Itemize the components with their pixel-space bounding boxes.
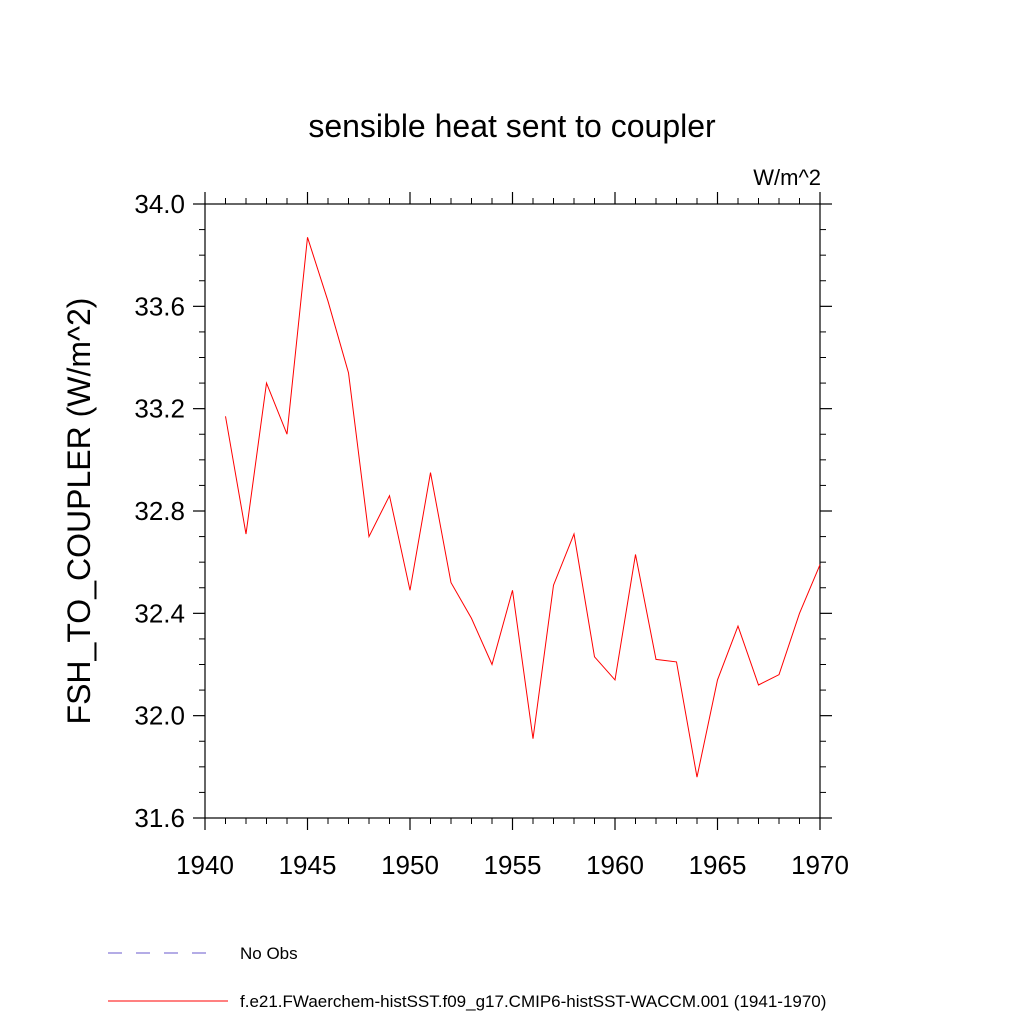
chart-title: sensible heat sent to coupler [308, 108, 716, 144]
series-line [225, 237, 821, 778]
y-tick-label: 32.8 [134, 496, 185, 526]
y-tick-label: 32.0 [134, 701, 185, 731]
y-tick-label: 34.0 [134, 189, 185, 219]
legend-label-series: f.e21.FWaerchem-histSST.f09_g17.CMIP6-hi… [240, 992, 826, 1011]
plot-frame [204, 203, 821, 819]
y-tick-label: 33.6 [134, 291, 185, 321]
y-axis-label: FSH_TO_COUPLER (W/m^2) [61, 298, 97, 725]
x-tick-label: 1965 [689, 850, 747, 880]
y-tick-label: 32.4 [134, 598, 185, 628]
axis-ticks [193, 192, 832, 830]
x-tick-label: 1950 [381, 850, 439, 880]
axis-tick-labels: 1940 1945 1950 1955 1960 1965 1970 31.6 32.0 32.4… [134, 189, 849, 880]
x-tick-label: 1945 [279, 850, 337, 880]
x-tick-label: 1955 [484, 850, 542, 880]
series-group [225, 237, 821, 778]
legend-label-no-obs: No Obs [240, 944, 298, 963]
y-tick-label: 33.2 [134, 394, 185, 424]
legend: No Obs f.e21.FWaerchem-histSST.f09_g17.C… [108, 944, 826, 1011]
y-tick-label: 31.6 [134, 803, 185, 833]
x-tick-label: 1940 [176, 850, 234, 880]
units-label: W/m^2 [753, 165, 821, 190]
x-tick-label: 1960 [586, 850, 644, 880]
x-tick-label: 1970 [791, 850, 849, 880]
